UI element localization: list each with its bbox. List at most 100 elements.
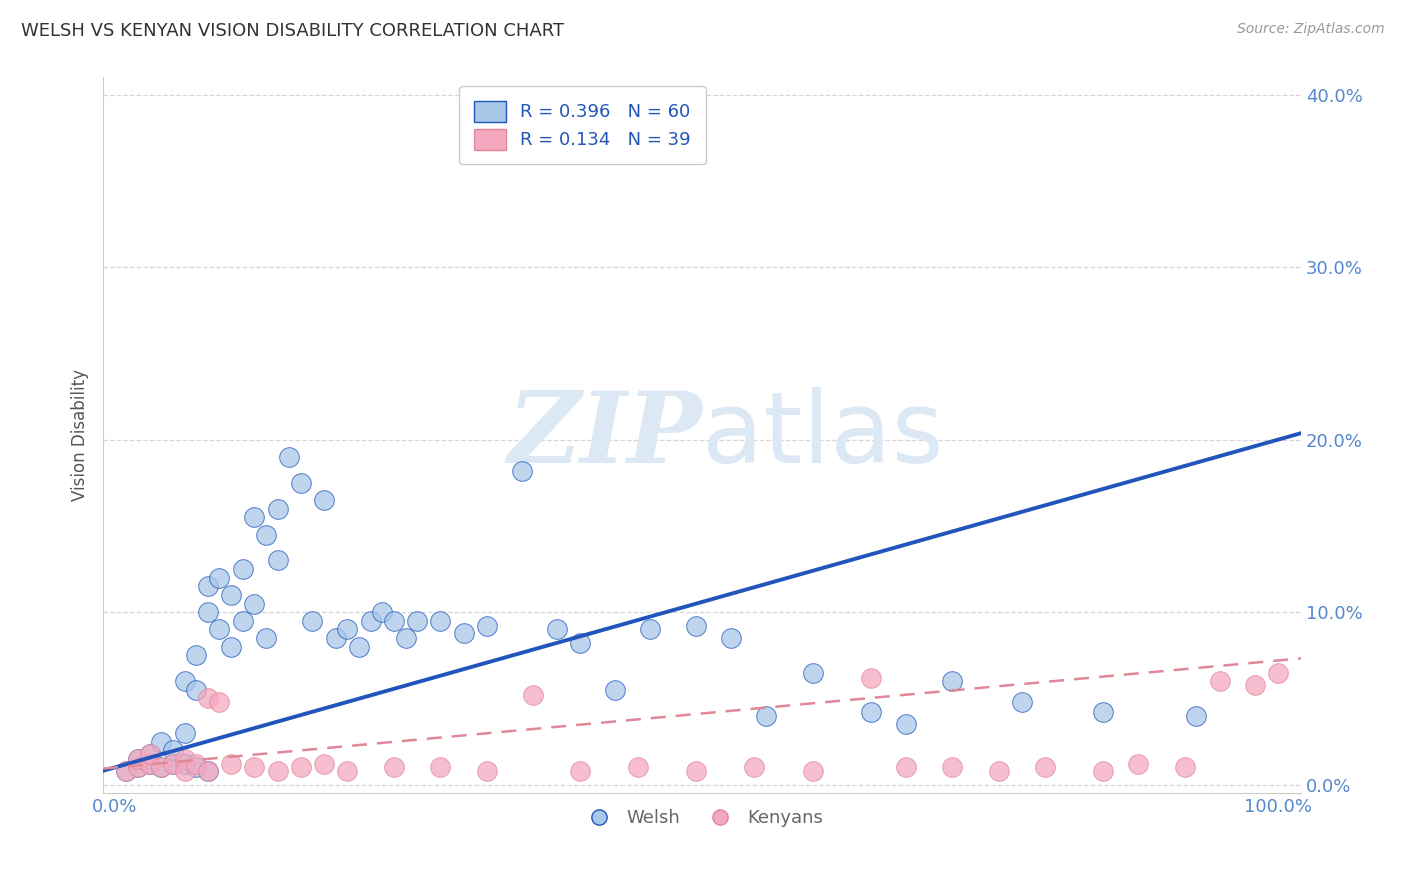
Point: [801, 764, 824, 778]
Point: [197, 605, 219, 619]
Point: [150, 760, 173, 774]
Text: WELSH VS KENYAN VISION DISABILITY CORRELATION CHART: WELSH VS KENYAN VISION DISABILITY CORREL…: [21, 22, 564, 40]
Point: [138, 747, 160, 761]
Point: [219, 640, 242, 654]
Point: [278, 450, 301, 464]
Point: [115, 764, 138, 778]
Legend: Welsh, Kenyans: Welsh, Kenyans: [574, 802, 830, 834]
Point: [1092, 706, 1115, 720]
Point: [138, 757, 160, 772]
Point: [1011, 695, 1033, 709]
Point: [254, 631, 277, 645]
Point: [290, 475, 312, 490]
Point: [627, 760, 650, 774]
Point: [266, 764, 288, 778]
Point: [941, 674, 963, 689]
Point: [266, 501, 288, 516]
Point: [429, 760, 451, 774]
Point: [314, 757, 336, 772]
Point: [138, 747, 160, 761]
Point: [569, 764, 592, 778]
Text: atlas: atlas: [702, 387, 943, 483]
Point: [150, 760, 173, 774]
Point: [941, 760, 963, 774]
Point: [290, 760, 312, 774]
Point: [127, 760, 149, 774]
Point: [232, 614, 254, 628]
Point: [243, 510, 266, 524]
Point: [685, 764, 707, 778]
Point: [219, 588, 242, 602]
Point: [1128, 757, 1150, 772]
Point: [127, 760, 149, 774]
Point: [243, 597, 266, 611]
Point: [1174, 760, 1197, 774]
Point: [382, 760, 405, 774]
Point: [801, 665, 824, 680]
Point: [186, 648, 208, 663]
Point: [162, 743, 184, 757]
Point: [859, 671, 882, 685]
Point: [186, 760, 208, 774]
Point: [1209, 674, 1232, 689]
Point: [569, 636, 592, 650]
Point: [219, 757, 242, 772]
Point: [603, 682, 626, 697]
Point: [894, 717, 917, 731]
Point: [197, 691, 219, 706]
Point: [243, 760, 266, 774]
Point: [266, 553, 288, 567]
Point: [173, 757, 195, 772]
Point: [197, 579, 219, 593]
Point: [755, 708, 778, 723]
Point: [638, 623, 661, 637]
Point: [208, 571, 231, 585]
Point: [173, 764, 195, 778]
Point: [186, 682, 208, 697]
Point: [475, 619, 498, 633]
Point: [232, 562, 254, 576]
Point: [173, 674, 195, 689]
Point: [360, 614, 382, 628]
Point: [720, 631, 742, 645]
Point: [301, 614, 323, 628]
Point: [162, 757, 184, 772]
Point: [173, 752, 195, 766]
Point: [371, 605, 394, 619]
Point: [685, 619, 707, 633]
Point: [522, 688, 544, 702]
Point: [162, 757, 184, 772]
Point: [208, 695, 231, 709]
Point: [1185, 708, 1208, 723]
Point: [127, 752, 149, 766]
Point: [453, 626, 475, 640]
Point: [197, 764, 219, 778]
Point: [208, 623, 231, 637]
Point: [314, 493, 336, 508]
Point: [336, 623, 359, 637]
Point: [115, 764, 138, 778]
Point: [1033, 760, 1056, 774]
Point: [127, 752, 149, 766]
Point: [173, 726, 195, 740]
Point: [429, 614, 451, 628]
Point: [987, 764, 1010, 778]
Point: [744, 760, 766, 774]
Point: [406, 614, 429, 628]
Point: [1267, 665, 1289, 680]
Text: ZIP: ZIP: [508, 387, 702, 483]
Point: [546, 623, 568, 637]
Point: [336, 764, 359, 778]
Point: [1092, 764, 1115, 778]
Point: [894, 760, 917, 774]
Text: Source: ZipAtlas.com: Source: ZipAtlas.com: [1237, 22, 1385, 37]
Point: [394, 631, 416, 645]
Point: [859, 706, 882, 720]
Point: [254, 527, 277, 541]
Point: [382, 614, 405, 628]
Point: [325, 631, 347, 645]
Point: [510, 464, 533, 478]
Point: [186, 757, 208, 772]
Point: [347, 640, 370, 654]
Y-axis label: Vision Disability: Vision Disability: [72, 369, 89, 501]
